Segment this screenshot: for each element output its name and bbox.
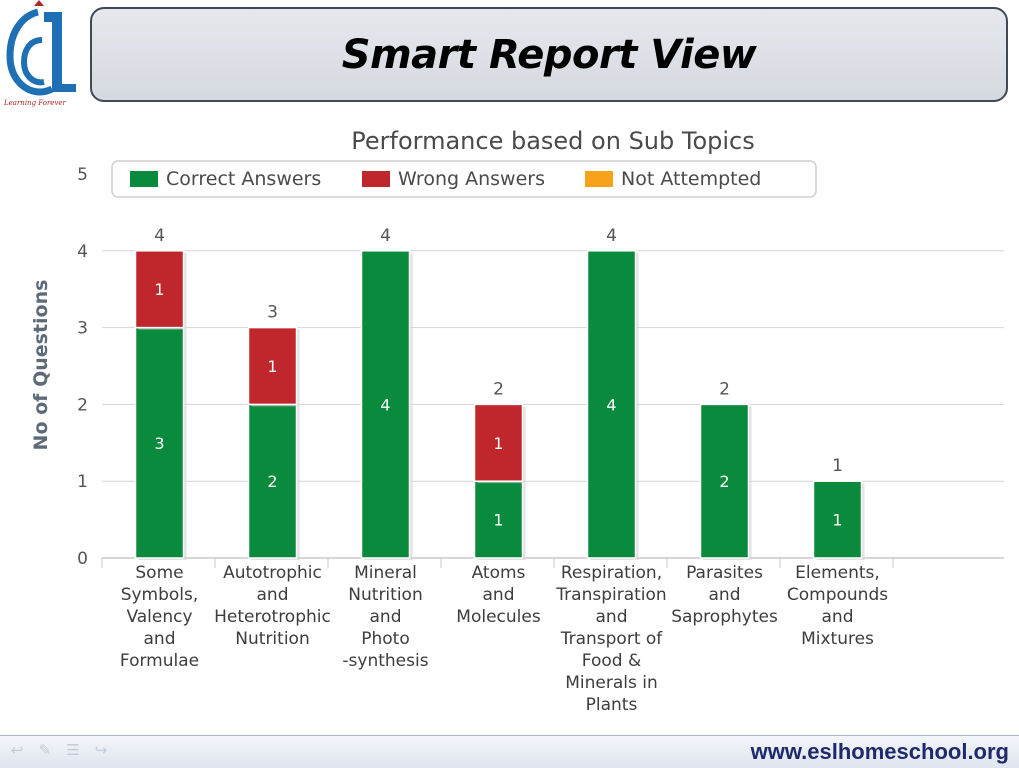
bar-value-label: 1 [832,511,842,530]
bar-value-label: 4 [606,395,616,414]
legend-item-not-attempted[interactable]: Not Attempted [585,168,761,190]
x-tick-label: Parasites and Saprophytes [671,563,778,627]
logo: Learning Forever [0,0,82,112]
title-banner: Smart Report View [90,7,1008,102]
x-tick-label: Autotrophic and Heterotrophic Nutrition [214,563,331,649]
back-arrow-icon[interactable]: ↩ [10,741,24,759]
pen-icon[interactable]: ✎ [38,741,52,759]
x-tick-label: Some Symbols, Valency and Formulae [120,563,199,671]
y-axis-label: No of Questions [30,280,52,451]
bar-segment [586,250,637,559]
forward-arrow-icon[interactable]: ↪ [94,741,108,759]
page-title: Smart Report View [341,31,757,78]
chart-grid: 0 1 2 3 4 5 [77,165,1004,569]
x-tick-label: Atoms and Molecules [456,563,541,627]
y-tick-label: 3 [77,319,88,339]
bar-value-label: 2 [267,472,277,491]
bar-value-label: 1 [493,434,503,453]
bar-value-label: 3 [154,434,164,453]
legend-swatch-wrong [362,171,390,187]
bar-total-label: 4 [606,226,617,246]
bar-value-label: 4 [380,395,390,414]
legend-label-not-attempted: Not Attempted [621,168,761,190]
y-tick-label: 5 [77,165,88,185]
bar-segment [812,480,863,559]
legend-item-wrong[interactable]: Wrong Answers [362,168,545,190]
bar-total-label: 3 [267,303,278,323]
y-tick-label: 4 [77,242,88,262]
bar-total-label: 2 [719,379,730,399]
chart-legend: Correct Answers Wrong Answers Not Attemp… [111,160,817,198]
bar-total-label: 2 [493,379,504,399]
bar-segment [360,250,411,559]
logo-tagline: Learning Forever [4,99,66,107]
nav-icons: ↩ ✎ ☰ ↪ [8,741,110,759]
bar-segment [473,403,524,482]
website-url[interactable]: www.eslhomeschool.org [750,739,1009,764]
legend-label-wrong: Wrong Answers [398,168,545,190]
bar-value-label: 1 [493,511,503,530]
menu-icon[interactable]: ☰ [66,741,80,759]
bar-segment [247,326,298,406]
bar-total-label: 4 [154,226,165,246]
bar-segment [699,403,750,559]
chart-labels: 3 1 4 2 1 3 4 4 1 1 2 4 4 2 2 1 1 [154,226,843,530]
chart-bars [134,250,865,561]
legend-swatch-correct [130,171,158,187]
y-tick-label: 0 [77,549,88,569]
bar-value-label: 2 [719,472,729,491]
bar-segment [473,480,524,559]
x-axis-labels: Some Symbols, Valency and FormulaeAutotrophi… [120,563,888,715]
chart-title: Performance based on Sub Topics [351,127,755,155]
bar-value-label: 1 [154,280,164,299]
performance-chart: Performance based on Sub Topics Correct … [30,127,1004,715]
legend-item-correct[interactable]: Correct Answers [130,168,321,190]
x-tick-label: Elements, Compounds and Mixtures [787,563,888,649]
y-tick-label: 1 [77,472,88,492]
x-tick-label: Respiration, Transpiration and Transport of… [555,563,666,715]
y-tick-label: 2 [77,395,88,415]
legend-label-correct: Correct Answers [166,168,321,190]
legend-swatch-not-attempted [585,171,613,187]
bar-total-label: 4 [380,226,391,246]
x-tick-label: Mineral Nutrition and Photo -synthesis [342,563,428,671]
logo-mark-icon [6,0,76,96]
bottom-bar: ↩ ✎ ☰ ↪ www.eslhomeschool.org [0,735,1019,768]
bar-value-label: 1 [267,357,277,376]
bar-segment [134,250,185,329]
bar-total-label: 1 [832,456,843,476]
